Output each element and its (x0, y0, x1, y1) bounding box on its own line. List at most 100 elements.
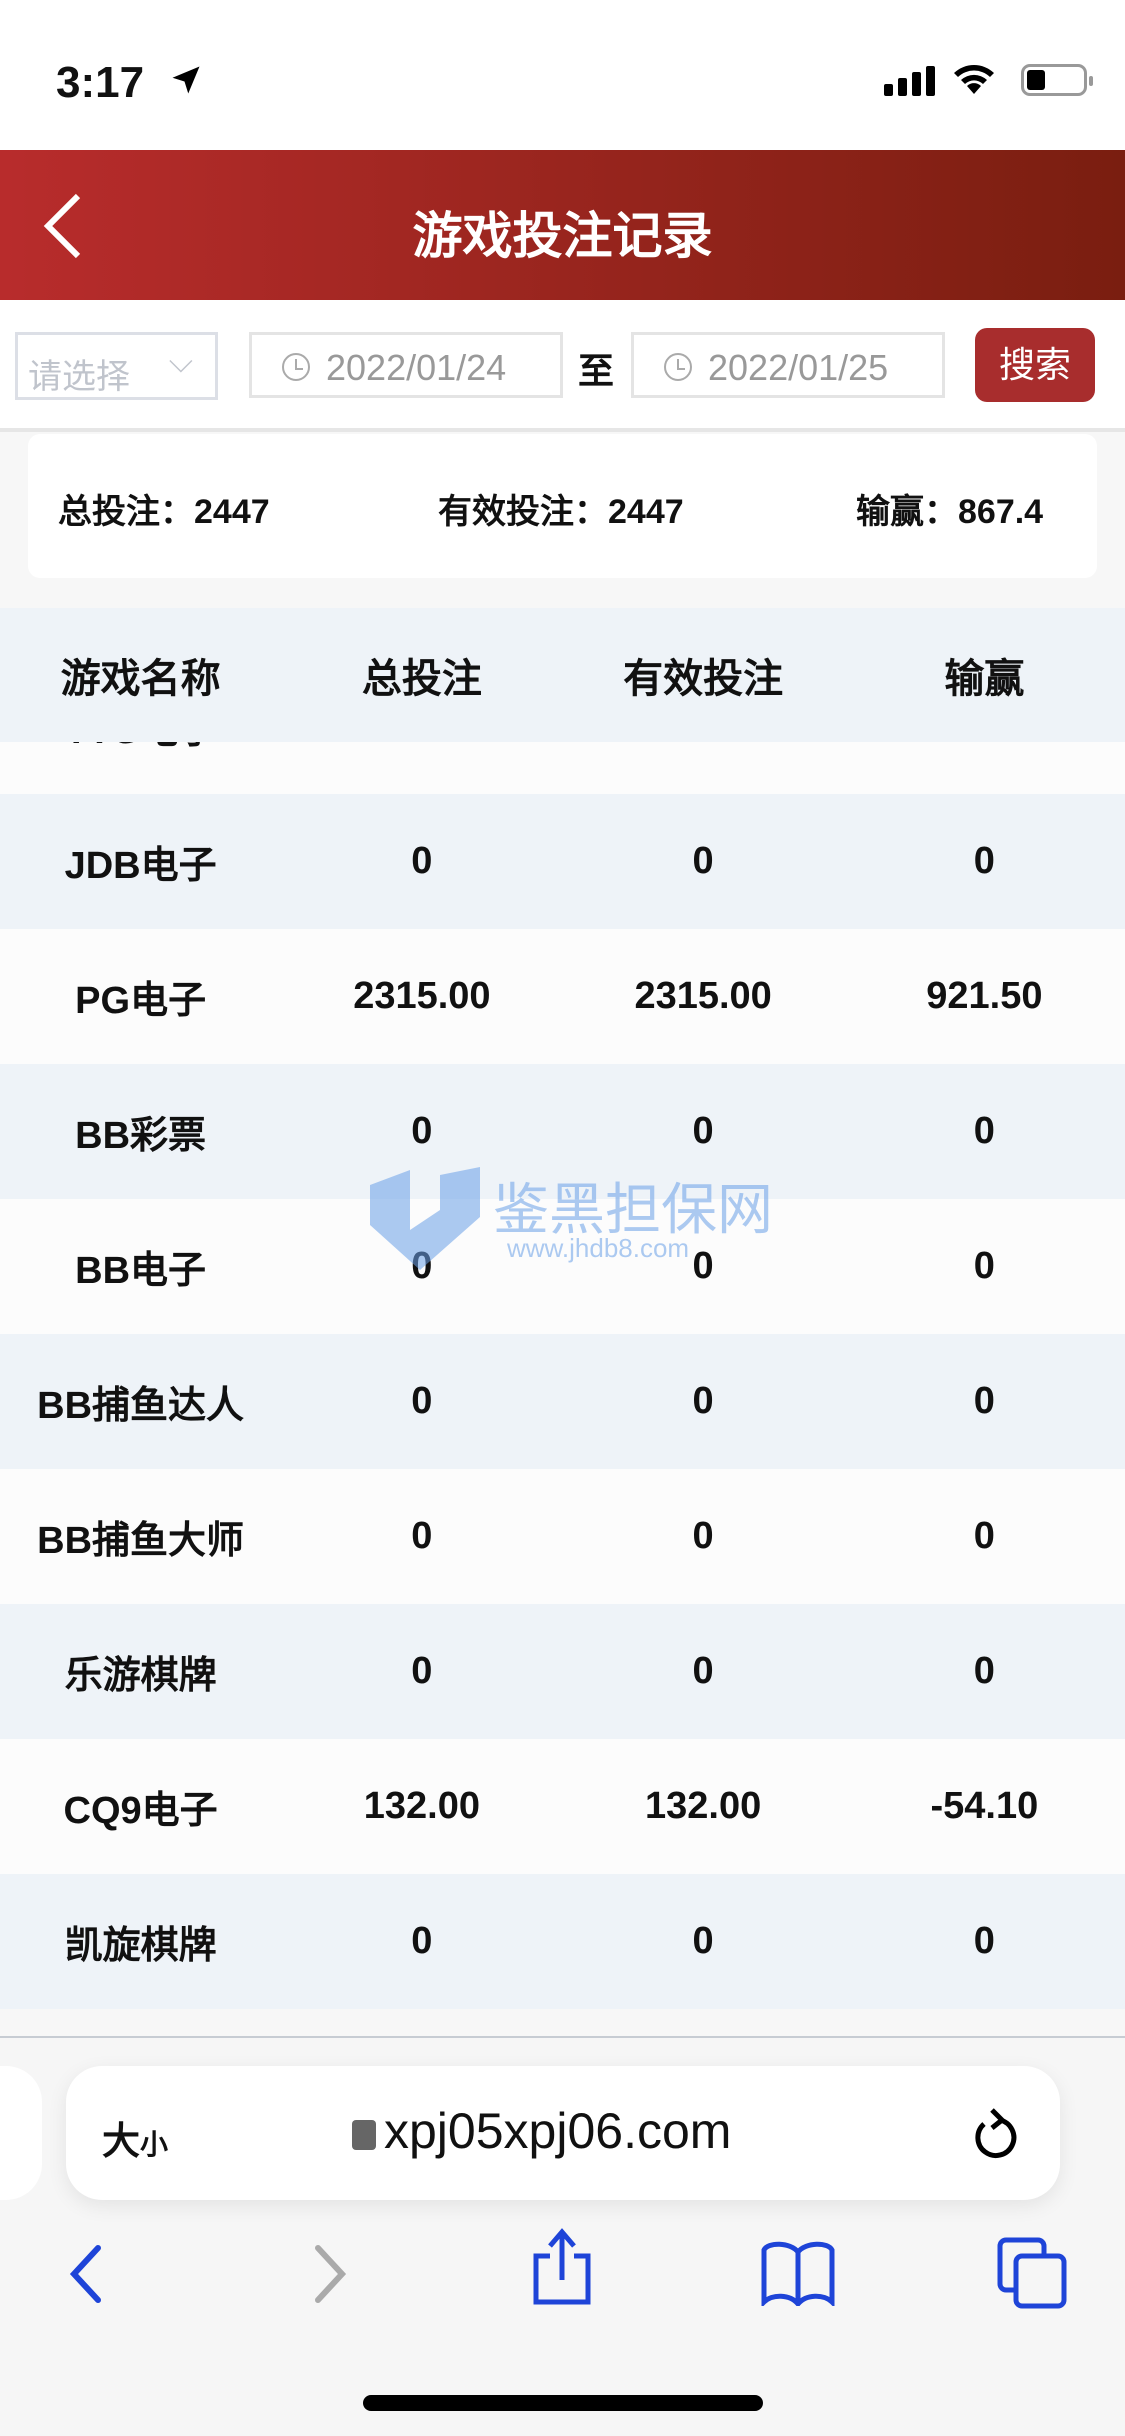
winloss-cell: 0 (973, 1110, 995, 1152)
valid-bet-cell: 0 (692, 1380, 714, 1422)
winloss-cell: -54.10 (930, 1785, 1039, 1827)
table-header: 游戏名称 总投注 有效投注 输赢 (0, 608, 1125, 742)
chevron-down-icon: ⌵ (168, 343, 193, 379)
game-name-cell: CQ9电子 (63, 1790, 218, 1832)
lock-icon (352, 2120, 376, 2150)
search-button[interactable]: 搜索 (975, 328, 1095, 402)
summary-total: 总投注：2447 (58, 484, 270, 533)
date-from-input[interactable]: 2022/01/24 (249, 332, 563, 398)
total-bet-cell: 0 (411, 1380, 433, 1422)
table-row: BB捕鱼达人 0 0 0 (0, 1334, 1125, 1469)
total-bet-cell: 0 (411, 1920, 433, 1962)
table-row: 乐游棋牌 0 0 0 (0, 1604, 1125, 1739)
home-indicator (363, 2395, 763, 2411)
winloss-value: 867.4 (958, 493, 1044, 531)
total-bet-cell: 132.00 (363, 1785, 480, 1827)
game-name-cell: TTG电子 (0, 742, 281, 754)
total-bet-cell: 0 (411, 1650, 433, 1692)
game-name-cell: BB电子 (75, 1250, 207, 1292)
url-display[interactable]: xpj05xpj06.com (352, 2102, 731, 2160)
share-icon[interactable] (530, 2228, 594, 2308)
valid-bet-cell: 0 (692, 1650, 714, 1692)
game-name-cell: JDB电子 (64, 845, 217, 887)
watermark-name: 鉴黑担保网 (493, 1178, 773, 1241)
valid-bet-cell: 0 (692, 1515, 714, 1557)
text-size-button[interactable]: 大小 (102, 2110, 168, 2165)
winloss-cell: 921.50 (926, 975, 1043, 1017)
watermark-logo: 鉴黑担保网 www.jhdb8.com (365, 1165, 773, 1280)
winloss-cell: 0 (973, 1650, 995, 1692)
date-to-input[interactable]: 2022/01/25 (631, 332, 945, 398)
total-bet-cell: 2315.00 (353, 975, 491, 1017)
summary-card: 总投注：2447 有效投注：2447 输赢：867.4 (28, 434, 1097, 578)
table-row: PG电子 2315.00 2315.00 921.50 (0, 929, 1125, 1064)
summary-winloss: 输赢：867.4 (856, 484, 1043, 533)
filter-bar: 请选择 ⌵ 2022/01/24 至 2022/01/25 搜索 (0, 300, 1125, 432)
column-header: 有效投注 (623, 657, 784, 701)
bookmarks-icon[interactable] (760, 2240, 836, 2306)
column-header: 输赢 (944, 657, 1025, 701)
tabs-icon[interactable] (996, 2236, 1070, 2310)
text-size-large: 大 (102, 2121, 141, 2163)
watermark-url: www.jhdb8.com (507, 1233, 690, 1263)
page-header: 游戏投注记录 (0, 150, 1125, 300)
column-header: 游戏名称 (60, 657, 221, 701)
status-time: 3:17 (56, 58, 145, 107)
summary-valid: 有效投注：2447 (438, 484, 684, 533)
safari-toolbar: 大小 xpj05xpj06.com (0, 2036, 1125, 2436)
table-body[interactable]: TTG电子000JDB电子000PG电子2315.002315.00921.50… (0, 742, 1125, 2036)
address-bar[interactable]: 大小 xpj05xpj06.com (66, 2066, 1060, 2200)
forward-icon[interactable] (310, 2244, 350, 2304)
game-type-select[interactable]: 请选择 ⌵ (15, 332, 218, 400)
table-row: 凯旋棋牌 0 0 0 (0, 1874, 1125, 2009)
previous-tab-preview[interactable] (0, 2066, 42, 2200)
total-label: 总投注： (58, 493, 194, 531)
page-title: 游戏投注记录 (412, 208, 713, 264)
clock-icon (664, 353, 692, 381)
total-bet-cell: 0 (411, 840, 433, 882)
winloss-cell: 0 (973, 1515, 995, 1557)
text-size-small: 小 (140, 2129, 169, 2160)
total-value: 2447 (194, 493, 270, 531)
game-name-cell: 凯旋棋牌 (64, 1925, 217, 1967)
table-row: JDB电子 0 0 0 (0, 794, 1125, 929)
game-name-cell: BB捕鱼大师 (37, 1520, 245, 1562)
valid-bet-cell: 0 (563, 742, 844, 748)
winloss-cell: 0 (844, 742, 1125, 748)
total-bet-cell: 0 (281, 742, 562, 748)
winloss-cell: 0 (973, 1380, 995, 1422)
status-bar: 3:17 (0, 0, 1125, 150)
table-row: BB电子000 (0, 1199, 1125, 1334)
back-icon[interactable] (66, 2244, 106, 2304)
reload-icon[interactable] (970, 2106, 1020, 2162)
wifi-icon (954, 65, 994, 94)
table-row: BB捕鱼大师 0 0 0 (0, 1469, 1125, 1604)
column-header: 总投注 (361, 657, 482, 701)
winloss-cell: 0 (973, 1245, 995, 1287)
select-placeholder: 请选择 (28, 358, 130, 396)
valid-bet-cell: 0 (692, 1245, 714, 1287)
valid-bet-cell: 0 (692, 840, 714, 882)
winloss-cell: 0 (973, 1920, 995, 1962)
location-arrow-icon (172, 66, 200, 94)
valid-label: 有效投注： (438, 493, 608, 531)
table-row: CQ9电子 132.00 132.00 -54.10 (0, 1739, 1125, 1874)
game-name-cell: PG电子 (75, 980, 207, 1022)
valid-value: 2447 (608, 493, 684, 531)
back-chevron-icon[interactable] (40, 192, 84, 260)
valid-bet-cell: 0 (692, 1920, 714, 1962)
clock-icon (282, 353, 310, 381)
total-bet-cell: 0 (411, 1110, 433, 1152)
game-name-cell: BB彩票 (75, 1115, 207, 1157)
shield-logo-icon (370, 1167, 480, 1270)
bet-records-table: 游戏名称 总投注 有效投注 输赢 TTG电子000JDB电子000PG电子231… (0, 608, 1125, 2009)
winloss-label: 输赢： (856, 493, 958, 531)
url-text: xpj05xpj06.com (384, 2103, 732, 2159)
total-bet-cell: 0 (411, 1515, 433, 1557)
valid-bet-cell: 0 (692, 1110, 714, 1152)
valid-bet-cell: 132.00 (645, 1785, 762, 1827)
battery-icon (1021, 64, 1093, 96)
date-from-value: 2022/01/24 (326, 347, 507, 388)
cellular-signal-icon (884, 66, 935, 96)
winloss-cell: 0 (973, 840, 995, 882)
